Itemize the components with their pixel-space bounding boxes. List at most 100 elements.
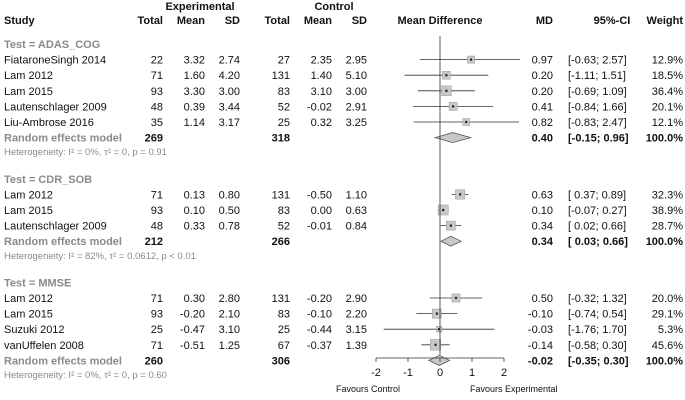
weight-value: 36.4% [652,86,683,98]
ci-value: [-0.83; 2.47] [568,117,627,129]
ctrl-sd: 1.39 [346,340,367,352]
exp-mean: 1.14 [184,117,205,129]
header-weight: Weight [647,15,684,27]
ctrl-sd: 2.91 [346,101,367,113]
weight-value: 5.3% [658,324,683,336]
weight-value: 32.3% [652,189,683,201]
ctrl-mean: 3.10 [311,86,332,98]
weight-value: 12.1% [652,117,683,129]
study-name: Lam 2015 [4,86,53,98]
point-estimate [445,74,448,77]
pooled-ci: [-0.35; 0.30] [568,355,629,367]
ctrl-mean: -0.37 [307,340,332,352]
ctrl-sd: 1.10 [346,189,367,201]
ctrl-total: 83 [278,309,290,321]
pooled-ctrl-total: 306 [272,355,290,367]
ci-value: [-0.32; 1.32] [568,293,627,305]
header-exp-total: Total [138,15,163,27]
pooled-weight: 100.0% [646,355,684,367]
header-mean-difference: Mean Difference [398,15,483,27]
ctrl-total: 27 [278,55,290,67]
ctrl-total: 83 [278,205,290,217]
ctrl-total: 131 [272,293,290,305]
weight-value: 20.0% [652,293,683,305]
ctrl-total: 52 [278,221,290,233]
exp-mean: 0.39 [184,101,205,113]
favours-experimental-label: Favours Experimental [470,384,558,394]
ctrl-sd: 5.10 [346,70,367,82]
pooled-md: 0.40 [532,133,553,145]
exp-total: 48 [151,101,163,113]
exp-sd: 4.20 [219,70,240,82]
point-estimate [454,296,458,300]
md-value: -0.10 [528,309,553,321]
exp-sd: 0.50 [219,205,240,217]
exp-sd: 2.80 [219,293,240,305]
md-value: 0.41 [532,101,553,113]
point-estimate [437,328,441,331]
pooled-weight: 100.0% [646,236,684,248]
exp-sd: 0.78 [219,221,240,233]
weight-value: 12.9% [652,55,683,67]
md-value: 0.20 [532,70,553,82]
study-name: FiataroneSingh 2014 [4,55,106,67]
ctrl-sd: 3.00 [346,86,367,98]
ctrl-total: 131 [272,70,290,82]
weight-value: 20.1% [652,101,683,113]
group-label: Test = MMSE [4,277,71,289]
pooled-md: -0.02 [528,355,553,367]
header-md: MD [536,15,553,27]
weight-value: 18.5% [652,70,683,82]
header-exp-sd: SD [225,15,240,27]
md-value: 0.34 [532,221,553,233]
header-exp-mean: Mean [177,15,205,27]
ci-value: [ 0.37; 0.89] [568,189,626,201]
exp-total: 48 [151,221,163,233]
exp-total: 93 [151,205,163,217]
ci-value: [-1.76; 1.70] [568,324,627,336]
pooled-ci: [-0.15; 0.96] [568,133,629,145]
ci-value: [ 0.02; 0.66] [568,221,626,233]
ctrl-sd: 0.63 [346,205,367,217]
ctrl-mean: 0.00 [311,205,332,217]
x-tick-label: 2 [501,367,507,379]
exp-mean: 0.33 [184,221,205,233]
group-label: Test = CDR_SOB [4,174,92,186]
ctrl-mean: -0.01 [307,221,332,233]
exp-total: 71 [151,189,163,201]
exp-mean: 0.30 [184,293,205,305]
ctrl-mean: -0.10 [307,309,332,321]
ctrl-mean: 1.40 [311,70,332,82]
exp-mean: 0.10 [184,205,205,217]
point-estimate [449,224,452,227]
pooled-ci: [ 0.03; 0.66] [568,236,628,248]
exp-sd: 2.74 [219,55,240,67]
md-value: -0.03 [528,324,553,336]
ci-value: [-0.63; 2.57] [568,55,627,67]
pooled-diamond [427,354,451,366]
random-effects-label: Random effects model [4,236,122,248]
point-estimate [442,208,445,212]
ctrl-mean: -0.50 [307,189,332,201]
pooled-exp-total: 212 [145,236,163,248]
point-estimate [469,58,473,61]
header-study: Study [4,15,35,27]
md-value: 0.50 [532,293,553,305]
study-name: Lautenschlager 2009 [4,101,107,113]
ctrl-total: 52 [278,101,290,113]
pooled-exp-total: 260 [145,355,163,367]
ci-value: [-0.58; 0.30] [568,340,627,352]
md-value: 0.20 [532,86,553,98]
study-name: vanUffelen 2008 [4,340,84,352]
exp-mean: 3.32 [184,55,205,67]
ctrl-mean: 0.32 [311,117,332,129]
exp-sd: 2.10 [219,309,240,321]
pooled-ctrl-total: 318 [272,133,290,145]
favours-control-label: Favours Control [336,384,400,394]
ctrl-sd: 2.20 [346,309,367,321]
header-ci: 95%-CI [594,15,631,27]
exp-total: 93 [151,309,163,321]
point-estimate [434,343,437,346]
study-name: Suzuki 2012 [4,324,65,336]
point-estimate [459,193,462,196]
